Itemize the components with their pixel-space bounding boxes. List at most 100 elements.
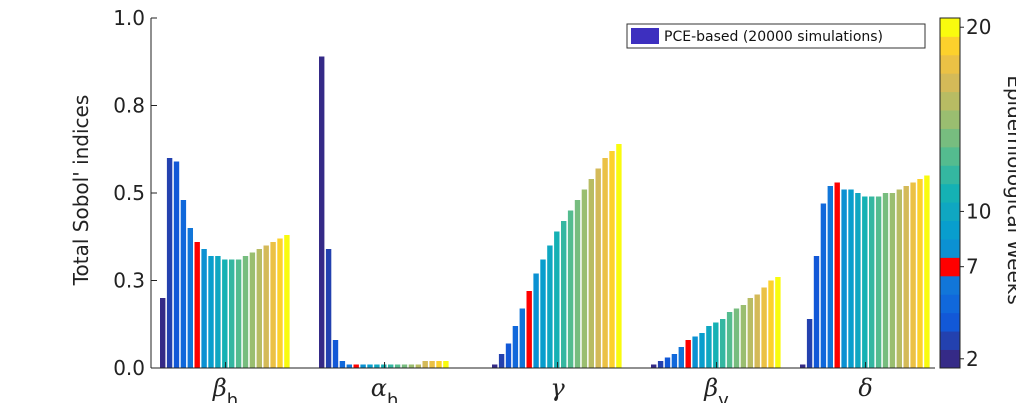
bar: [855, 193, 861, 368]
bar: [806, 319, 813, 368]
bar: [800, 364, 806, 368]
bar: [875, 196, 882, 368]
colorbar-segment: [940, 349, 960, 369]
legend-label: PCE-based (20000 simulations): [664, 29, 883, 45]
colorbar-label: Epidemiological Weeks: [1003, 75, 1016, 305]
bar: [841, 189, 847, 368]
colorbar-segment: [940, 331, 960, 350]
bar: [222, 259, 228, 368]
bar: [512, 326, 519, 368]
bar: [180, 200, 187, 368]
colorbar-segment: [940, 73, 960, 93]
bar: [533, 273, 539, 368]
colorbar-segment: [940, 294, 960, 314]
colorbar-segment: [940, 18, 960, 37]
colorbar-segment: [940, 202, 960, 222]
colorbar-segment: [940, 220, 960, 240]
bar: [547, 245, 553, 368]
bar: [401, 364, 408, 368]
bar: [235, 259, 242, 368]
bar: [554, 231, 560, 368]
y-tick-label: 0.3: [113, 269, 145, 293]
bar: [602, 158, 608, 368]
colorbar-segment: [940, 312, 960, 332]
colorbar-segment: [940, 36, 960, 56]
colorbar-segment: [940, 91, 960, 111]
colorbar-segment: [940, 275, 960, 295]
bar: [827, 186, 833, 368]
category-symbol: β: [212, 374, 227, 402]
bar: [353, 364, 359, 368]
bar: [332, 340, 339, 368]
bar: [498, 354, 505, 368]
bar-group: [160, 56, 930, 368]
legend-box: [626, 23, 926, 49]
bar: [917, 179, 923, 368]
bar: [208, 256, 214, 368]
bar: [201, 249, 207, 368]
y-tick-label: 0.0: [113, 356, 145, 380]
colorbar-frame: [939, 17, 961, 369]
bar: [581, 189, 588, 368]
bar: [699, 333, 705, 368]
y-tick-label: 0.8: [113, 94, 145, 118]
bar: [526, 291, 532, 368]
bar: [733, 308, 740, 368]
bar: [924, 175, 930, 368]
bar: [713, 322, 719, 368]
category-symbol: α: [371, 374, 387, 402]
bar: [367, 364, 373, 368]
bar: [443, 361, 449, 368]
bar: [910, 182, 916, 368]
colorbar-segment: [940, 165, 960, 185]
bar: [325, 249, 332, 368]
bar: [319, 56, 325, 368]
bar: [882, 193, 889, 368]
bar: [664, 357, 671, 368]
x-category-label: γ: [550, 374, 565, 402]
bar: [588, 179, 594, 368]
bar: [339, 361, 346, 368]
colorbar-segment: [940, 54, 960, 74]
bar: [187, 228, 193, 368]
bar: [595, 168, 601, 368]
colorbar-segment: [940, 239, 960, 258]
bar: [360, 364, 366, 368]
category-subscript: h: [387, 390, 398, 403]
colorbar-segment: [940, 128, 960, 148]
bar: [422, 361, 428, 368]
bar: [215, 256, 221, 368]
bar: [492, 364, 498, 368]
category-symbol: δ: [858, 374, 872, 402]
bar: [651, 364, 657, 368]
bar: [740, 305, 747, 368]
bar: [820, 203, 827, 368]
bar: [896, 189, 902, 368]
colorbar-segment: [940, 183, 960, 203]
bar: [720, 319, 726, 368]
x-category-label: βv: [703, 374, 729, 403]
bar: [903, 186, 909, 368]
bar: [242, 256, 249, 368]
bar: [671, 354, 678, 368]
bar: [706, 326, 712, 368]
bar: [574, 200, 581, 368]
bar: [436, 361, 442, 368]
bar: [848, 189, 854, 368]
bar: [346, 364, 352, 368]
legend: PCE-based (20000 simulations): [626, 23, 926, 49]
bar: [160, 298, 166, 368]
colorbar-segment: [940, 110, 960, 129]
bar: [374, 364, 380, 368]
bar: [408, 364, 415, 368]
bar: [678, 347, 684, 368]
bar: [609, 151, 615, 368]
bar: [415, 364, 421, 368]
bar: [754, 294, 760, 368]
bar: [429, 361, 435, 368]
colorbar-segment: [940, 146, 960, 166]
bar: [388, 364, 394, 368]
bar: [616, 144, 622, 368]
bar: [761, 287, 767, 368]
y-tick-label: 0.5: [113, 181, 145, 205]
